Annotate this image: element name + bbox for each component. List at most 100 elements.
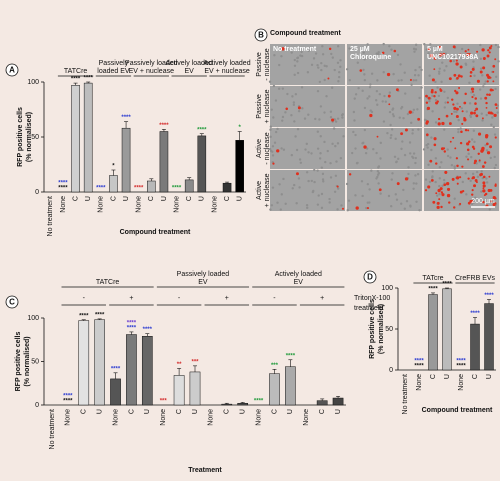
red-cell <box>461 165 464 168</box>
red-cell <box>494 197 497 200</box>
cell <box>337 75 341 79</box>
red-cell <box>471 189 474 192</box>
column-header: 5 µM <box>427 46 443 53</box>
cell <box>377 182 380 185</box>
cell <box>335 160 338 163</box>
cell <box>292 101 296 104</box>
red-cell <box>439 88 442 91</box>
x-tick-label: U <box>335 409 342 414</box>
cell <box>497 45 500 49</box>
cell <box>281 115 285 119</box>
column-header: UNC10217938A <box>427 54 478 61</box>
cell <box>484 144 487 147</box>
cell <box>400 105 404 109</box>
cell <box>474 196 477 200</box>
red-cell <box>446 187 451 191</box>
cell <box>363 106 367 110</box>
cell <box>363 58 366 61</box>
cell <box>441 184 444 188</box>
cell <box>455 110 458 113</box>
side-label: treatment <box>354 305 384 312</box>
bar <box>189 371 201 406</box>
cell <box>305 142 308 146</box>
cell <box>333 118 337 121</box>
x-axis-label: Treatment <box>188 467 222 474</box>
cell <box>270 204 274 207</box>
cell <box>339 65 342 69</box>
significance: **** <box>127 325 137 331</box>
red-cell <box>439 53 443 57</box>
significance: **** <box>414 364 424 370</box>
cell <box>418 96 421 100</box>
red-cell <box>424 189 428 192</box>
red-cell <box>481 165 485 168</box>
column-header: 25 µM <box>350 46 370 53</box>
red-cell <box>297 106 301 110</box>
red-cell <box>446 101 449 104</box>
red-cell <box>443 150 447 153</box>
cell <box>445 65 448 68</box>
cell <box>379 141 382 145</box>
micrograph <box>347 128 422 169</box>
group-label: TATCre <box>96 279 120 286</box>
bar <box>470 323 480 371</box>
significance: * <box>112 164 115 170</box>
cell <box>480 190 483 193</box>
cell <box>272 84 276 88</box>
cell <box>460 107 464 110</box>
x-tick-label: U <box>444 374 451 379</box>
panel-label: B <box>258 31 264 40</box>
cell <box>428 99 431 103</box>
group-label: Passively <box>99 60 129 67</box>
red-cell <box>459 53 462 56</box>
cell <box>319 105 323 108</box>
cell <box>414 174 417 177</box>
cell <box>434 80 437 84</box>
group-label: Passively loaded <box>125 60 178 67</box>
red-cell <box>437 122 441 126</box>
red-cell <box>425 101 429 104</box>
red-cell <box>473 111 476 115</box>
cell <box>387 194 391 198</box>
x-tick-label: None <box>98 196 105 213</box>
red-cell <box>457 74 461 78</box>
cell <box>381 100 384 103</box>
cell <box>472 93 476 97</box>
red-cell <box>433 95 436 98</box>
red-cell <box>442 52 446 56</box>
cell <box>429 43 432 46</box>
cell <box>297 109 301 113</box>
significance: **** <box>96 186 106 192</box>
red-cell <box>295 172 299 176</box>
cell <box>363 73 366 76</box>
cell <box>465 110 469 113</box>
red-cell <box>490 45 493 48</box>
red-cell <box>435 162 438 165</box>
red-cell <box>366 207 370 210</box>
cell <box>406 112 410 116</box>
red-cell <box>433 137 437 141</box>
red-cell <box>479 70 483 74</box>
red-cell <box>459 202 462 206</box>
red-cell <box>474 97 478 100</box>
cell <box>392 114 395 118</box>
cell <box>384 100 388 103</box>
cell <box>271 186 275 189</box>
significance: **** <box>456 364 466 370</box>
cell <box>482 85 485 88</box>
cell <box>290 113 293 117</box>
red-cell <box>458 87 461 90</box>
cell <box>418 208 421 212</box>
red-cell <box>454 147 457 150</box>
red-cell <box>448 122 452 125</box>
significance: **** <box>63 394 73 400</box>
cell <box>453 165 456 168</box>
red-cell <box>433 143 437 147</box>
red-cell <box>471 193 474 196</box>
cell <box>446 154 450 158</box>
cell <box>492 125 495 129</box>
row-label: Passive <box>256 52 263 77</box>
cell <box>390 48 393 51</box>
group-label: loaded EV <box>97 68 130 75</box>
cell <box>365 147 369 150</box>
